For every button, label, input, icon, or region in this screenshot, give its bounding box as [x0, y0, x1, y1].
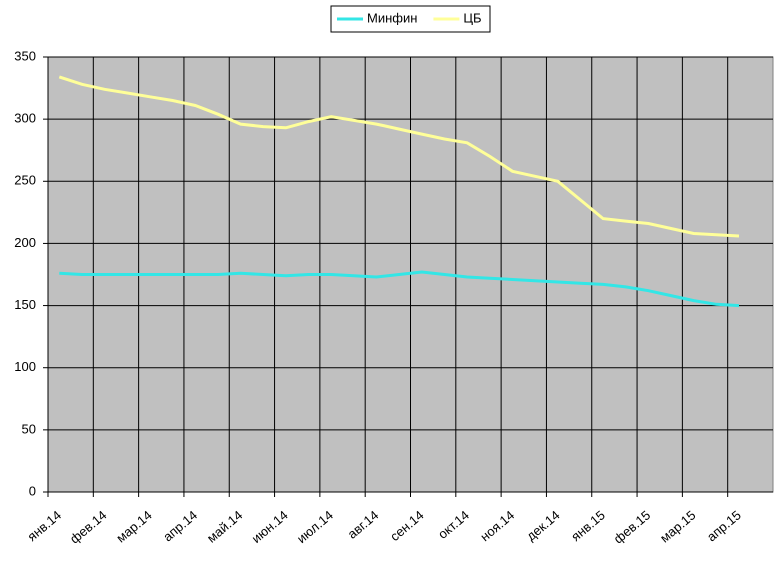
- y-tick-label: 0: [29, 483, 36, 498]
- x-tick-label: июн.14: [249, 507, 291, 546]
- legend: Минфин ЦБ: [337, 10, 482, 25]
- x-tick-label: мар.14: [113, 507, 154, 545]
- y-tick-label: 150: [14, 297, 36, 312]
- lines: [58, 75, 740, 308]
- x-tick-label: авг.14: [345, 507, 382, 541]
- y-tick-label: 50: [22, 421, 36, 436]
- y-tick-label: 200: [14, 235, 36, 250]
- x-tick-label: мар.15: [657, 507, 698, 545]
- legend-label: ЦБ: [463, 10, 481, 25]
- x-tick-label: янв.15: [568, 507, 608, 544]
- x-tick-label: янв.14: [24, 507, 64, 544]
- x-tick-label: ноя.14: [477, 507, 517, 544]
- y-tick-label: 250: [14, 173, 36, 188]
- x-tick-label: дек.14: [523, 507, 562, 543]
- x-tick-label: апр.14: [160, 507, 200, 544]
- y-tick-label: 350: [14, 48, 36, 63]
- x-tick-label: апр.15: [704, 507, 744, 544]
- series-line: [58, 75, 740, 238]
- x-tick-label: сен.14: [387, 507, 427, 544]
- y-tick-label: 300: [14, 111, 36, 126]
- x-tick-label: май.14: [204, 507, 245, 545]
- y-tick-label: 100: [14, 359, 36, 374]
- x-tick-label: фев.15: [611, 507, 654, 546]
- x-tick-label: фев.14: [67, 507, 110, 546]
- x-tick-label: окт.14: [435, 507, 472, 541]
- series-line: [59, 270, 740, 308]
- x-tick-label: июл.14: [294, 507, 336, 546]
- legend-label: Минфин: [367, 10, 417, 25]
